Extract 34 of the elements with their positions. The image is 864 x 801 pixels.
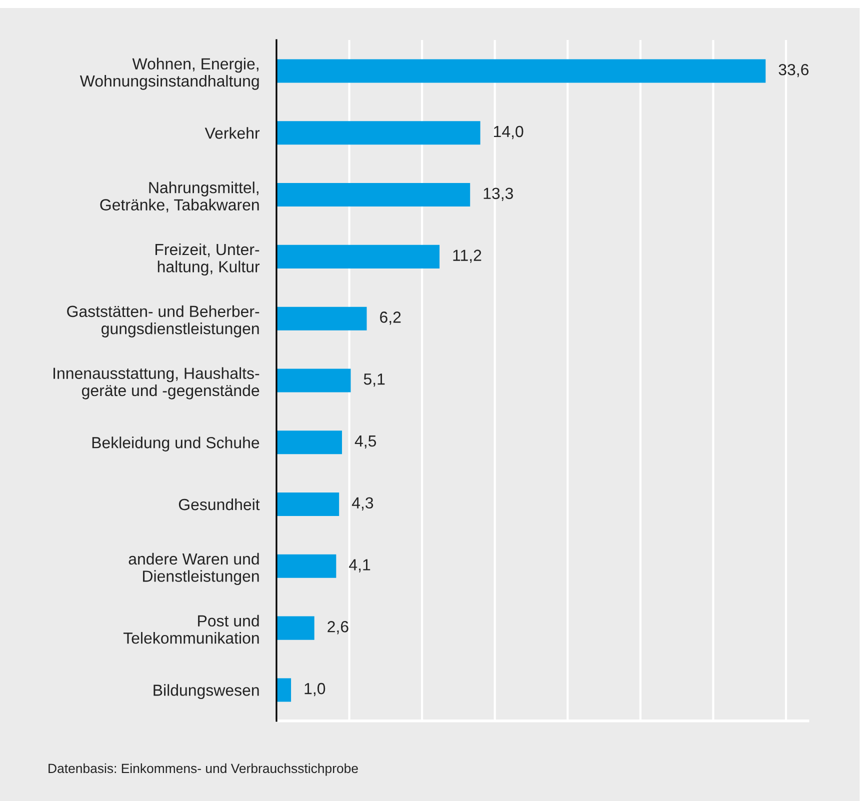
bar <box>276 678 292 702</box>
bar <box>276 492 340 516</box>
data-label: 33,6 <box>778 64 809 78</box>
bar <box>276 554 336 578</box>
data-label: 2,6 <box>328 621 348 634</box>
bar <box>276 616 314 640</box>
y-tick-label: Verkehr <box>204 127 260 139</box>
bar <box>276 430 342 454</box>
y-tick-label: Bekleidung und Schuhe <box>92 436 260 452</box>
data-label: 1,0 <box>304 682 326 696</box>
data-label: 5,1 <box>364 374 385 387</box>
y-tick-label: Nahrungsmittel, Getränke, Tabakwaren <box>100 182 259 212</box>
bar <box>276 183 470 207</box>
y-tick-label: Freizeit, Unter- haltung, Kultur <box>156 243 260 276</box>
y-tick-label: Post und Telekommunikation <box>123 614 259 644</box>
y-tick-label: Bildungswesen <box>154 684 259 700</box>
data-label: 11,2 <box>453 250 482 263</box>
y-tick-label: andere Waren und Dienstleistungen <box>128 552 259 586</box>
bar <box>276 368 351 392</box>
data-label: 13,3 <box>484 188 513 201</box>
data-label: 4,1 <box>349 559 370 572</box>
y-tick-label: Gesundheit <box>178 498 260 510</box>
y-tick-label: Wohnen, Energie, Wohnungsinstandhaltung <box>80 58 259 90</box>
bar <box>276 59 766 83</box>
data-label: 4,3 <box>352 497 374 510</box>
bar <box>276 244 440 268</box>
data-label: 14,0 <box>494 126 524 140</box>
bar <box>276 306 367 330</box>
y-tick-label: Innenausstattung, Haushalts- geräte und -gegenstände <box>54 367 260 400</box>
bar <box>276 121 480 145</box>
data-label: 4,5 <box>354 436 376 449</box>
data-label: 6,2 <box>380 312 401 325</box>
y-tick-label: Gaststätten- und Beherber- gungsdienstleistungen <box>67 305 260 338</box>
text: Datenbasis: Einkommens- und Verbrauchsstichprobe <box>48 763 358 776</box>
